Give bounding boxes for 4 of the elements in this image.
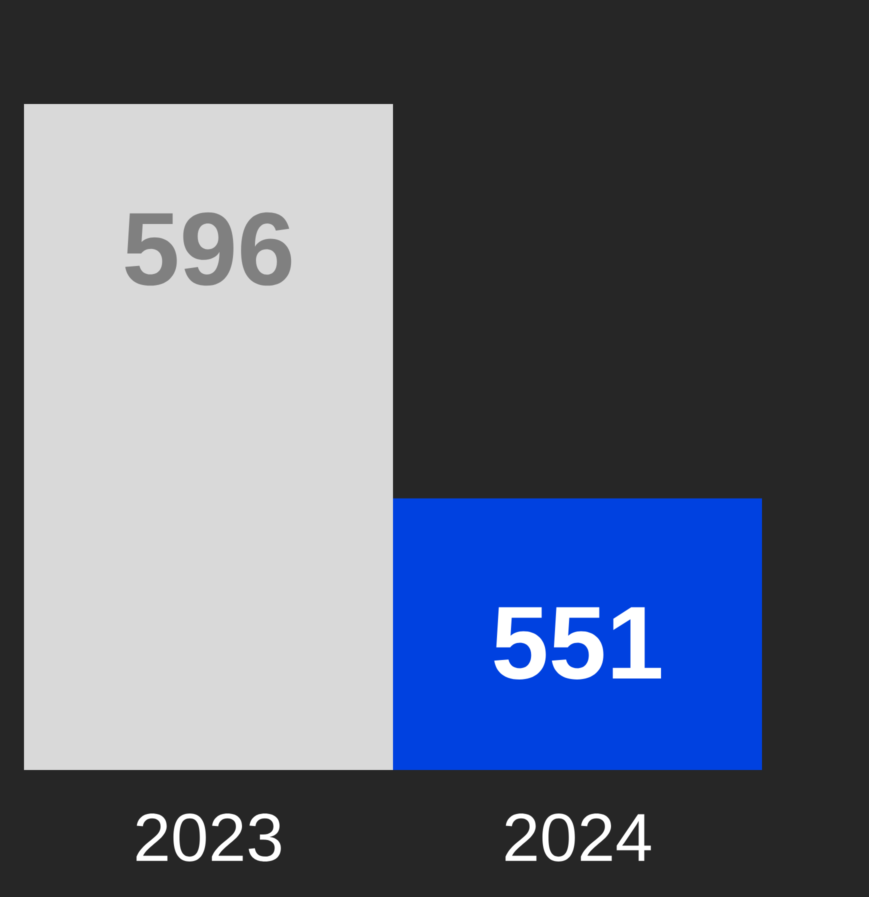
x-tick-label: 2024 (506, 814, 651, 862)
data-label: 596 (125, 212, 292, 286)
data-label: 551 (494, 607, 662, 680)
x-tick-label: 2023 (136, 814, 281, 862)
